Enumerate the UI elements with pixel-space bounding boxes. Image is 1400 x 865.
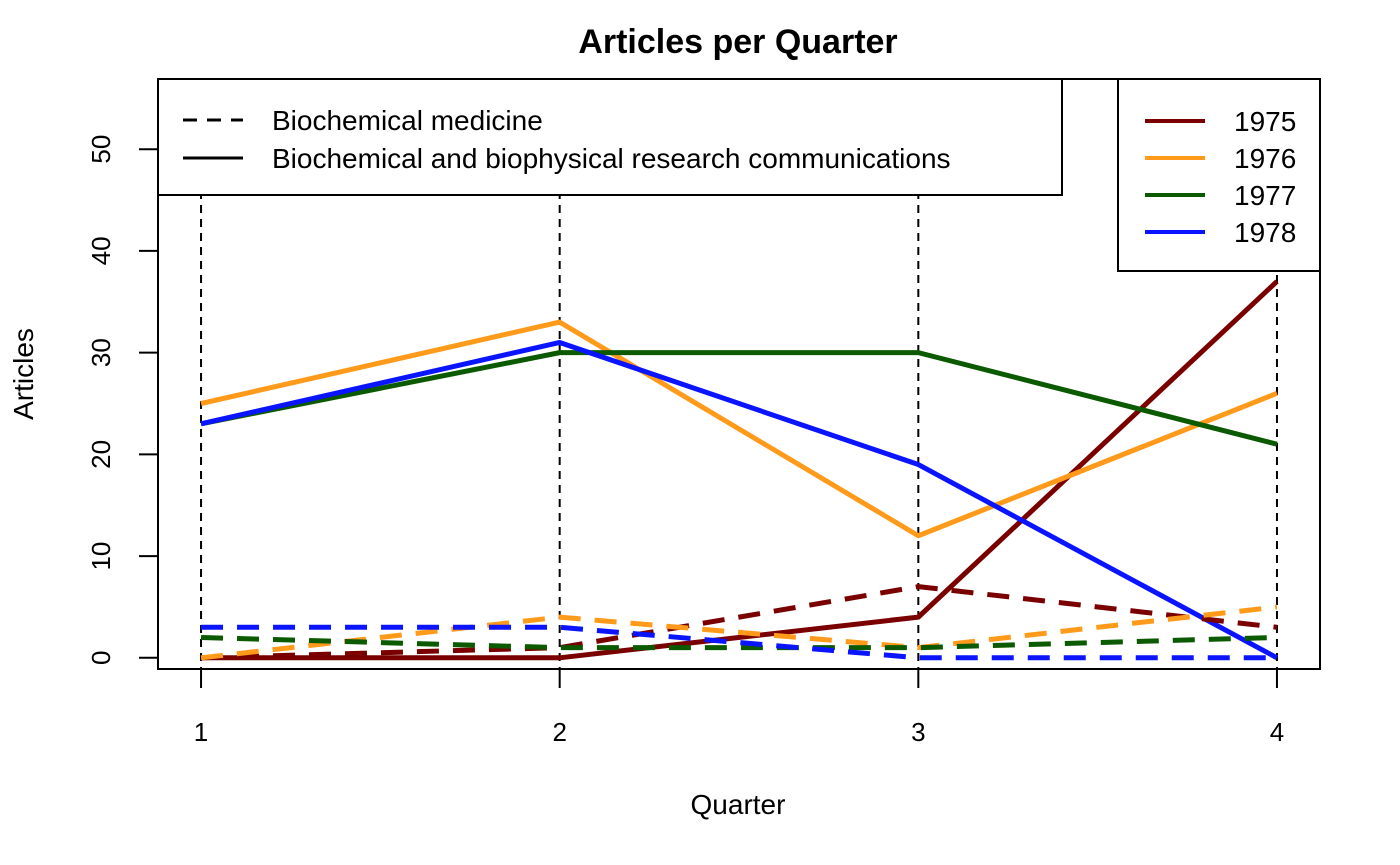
x-axis-label: Quarter [691,789,786,820]
y-tick-label: 40 [86,236,116,265]
chart-title: Articles per Quarter [578,23,897,61]
y-tick-label: 30 [86,338,116,367]
x-axis: 1 2 3 4 [194,668,1284,747]
series-line-1978-bbrc [200,339,1279,661]
y-tick-label: 20 [86,440,116,469]
series-line-1976-biochemical-medicine [200,604,1278,661]
y-tick-label: 50 [86,135,116,164]
x-tick-label: 3 [911,717,925,747]
legend-year-label-1976: 1976 [1234,143,1296,174]
legend-style-box [157,78,1063,196]
series-line-1977-bbrc [200,350,1278,447]
y-axis: 0 10 20 30 40 50 [86,135,159,665]
y-axis-label: Articles [8,328,39,420]
y-tick-label: 10 [86,542,116,571]
x-tick-label: 4 [1270,717,1284,747]
legend-line-style: Biochemical medicine Biochemical and bio… [157,78,1063,196]
legend-year-label-1978: 1978 [1234,217,1296,248]
series-line-1976-bbrc [200,319,1278,539]
series-line-1975-biochemical-medicine [200,584,1278,661]
series-line-1975-bbrc [201,279,1279,661]
legend-years-box [1117,78,1321,272]
y-tick-label: 0 [86,651,116,665]
legend-dashed-label: Biochemical medicine [272,105,543,136]
legend-solid-label: Biochemical and biophysical research com… [272,143,951,174]
x-tick-label: 1 [194,717,208,747]
legend-year-label-1977: 1977 [1234,180,1296,211]
series-lines [200,279,1279,661]
x-tick-label: 2 [552,717,566,747]
legend-year-label-1975: 1975 [1234,106,1296,137]
legend-years: 1975 1976 1977 1978 [1117,78,1321,272]
